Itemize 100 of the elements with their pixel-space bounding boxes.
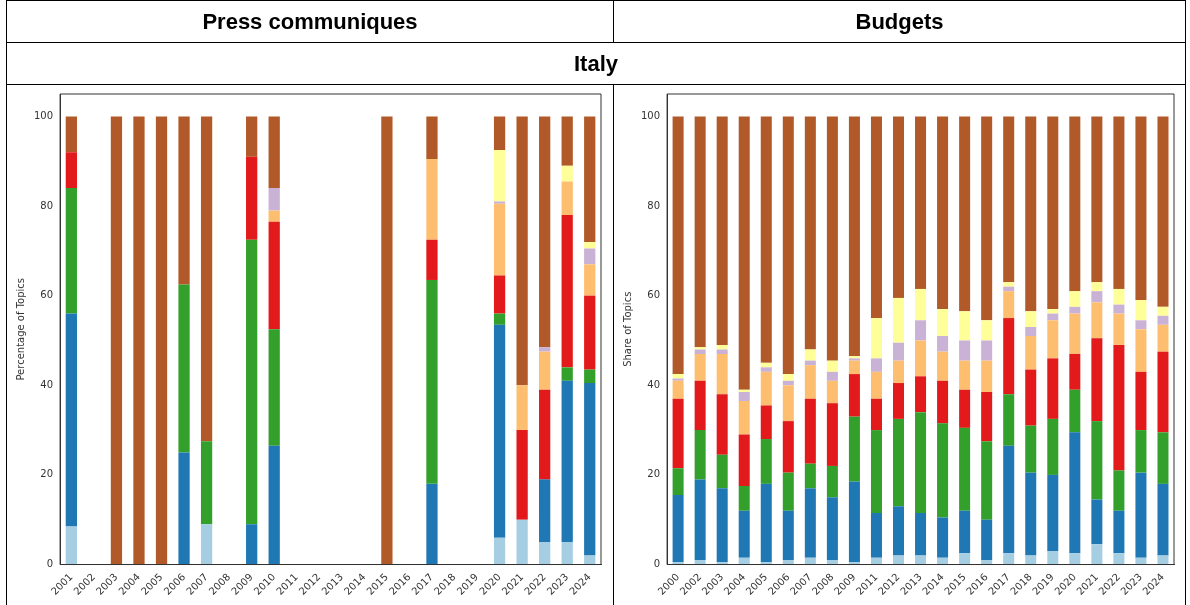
bar xyxy=(782,380,794,386)
bar xyxy=(892,383,905,419)
bar xyxy=(1003,286,1015,292)
bar xyxy=(892,418,905,507)
bar xyxy=(1047,116,1059,310)
bar xyxy=(716,353,728,395)
bar xyxy=(1025,327,1037,336)
bar xyxy=(694,380,706,431)
bar xyxy=(937,517,949,558)
bar xyxy=(110,116,123,565)
bar xyxy=(848,416,860,482)
bar xyxy=(1091,291,1103,303)
bar xyxy=(584,295,596,370)
bar xyxy=(1091,499,1103,545)
bar xyxy=(738,400,750,435)
bar xyxy=(892,506,905,556)
bar xyxy=(268,116,280,189)
bar xyxy=(539,116,551,348)
bar xyxy=(584,264,596,296)
bar xyxy=(760,405,772,440)
bar xyxy=(804,365,816,399)
y-tick-label: 40 xyxy=(647,378,661,390)
bar xyxy=(1091,421,1103,500)
bar xyxy=(694,560,706,565)
bar xyxy=(716,454,728,489)
bar xyxy=(539,351,551,390)
bar xyxy=(782,472,794,511)
bar xyxy=(848,360,860,375)
bar xyxy=(1069,389,1081,433)
bar xyxy=(804,463,816,489)
bar xyxy=(426,279,438,484)
bar xyxy=(804,360,816,366)
y-tick-label: 20 xyxy=(40,468,54,480)
bar xyxy=(981,116,993,321)
bar xyxy=(584,116,596,242)
bar xyxy=(493,150,506,202)
bar xyxy=(716,349,728,354)
bar xyxy=(178,116,190,285)
bar xyxy=(1135,329,1147,372)
bar xyxy=(937,116,949,310)
bar xyxy=(694,116,706,348)
bar xyxy=(782,510,794,561)
bar xyxy=(584,369,596,384)
bar xyxy=(760,371,772,406)
bar xyxy=(1003,282,1015,287)
bar xyxy=(1157,306,1169,316)
bar xyxy=(516,116,528,386)
y-tick-label: 0 xyxy=(653,558,661,570)
bar xyxy=(246,239,258,525)
bar xyxy=(1113,553,1125,565)
bar xyxy=(870,358,882,372)
bar xyxy=(561,214,573,368)
bar xyxy=(782,421,794,473)
bar xyxy=(1069,432,1081,554)
bar xyxy=(959,311,971,341)
bar xyxy=(738,510,750,558)
bar xyxy=(915,376,927,413)
bar xyxy=(200,524,213,565)
bar xyxy=(937,309,949,336)
y-axis-title: Percentage of Topics xyxy=(14,277,26,381)
y-tick-label: 100 xyxy=(33,110,54,121)
bar xyxy=(1157,324,1169,352)
bar xyxy=(716,394,728,455)
bar xyxy=(1025,116,1037,312)
bar xyxy=(1069,313,1081,354)
bar xyxy=(915,412,927,513)
bar xyxy=(981,392,993,442)
bar xyxy=(1157,116,1169,307)
bar xyxy=(539,479,551,543)
bar xyxy=(716,344,728,350)
bar xyxy=(672,380,684,399)
bar xyxy=(870,398,882,431)
bar xyxy=(516,430,528,520)
bar xyxy=(1135,472,1147,558)
bar xyxy=(981,441,993,520)
bar xyxy=(65,152,77,189)
bar xyxy=(694,349,706,354)
bar xyxy=(1091,338,1103,422)
bar xyxy=(1113,313,1125,345)
bar xyxy=(1003,394,1015,446)
bar xyxy=(493,203,506,276)
bar xyxy=(268,329,280,446)
bar xyxy=(981,340,993,361)
bar xyxy=(1157,315,1169,325)
bar xyxy=(1113,304,1125,314)
bar xyxy=(1091,302,1103,339)
bar xyxy=(937,351,949,381)
bar xyxy=(493,116,506,151)
bar xyxy=(584,383,596,556)
bar xyxy=(1113,116,1125,289)
bar xyxy=(1091,544,1103,565)
bar xyxy=(870,430,882,513)
bar xyxy=(268,210,280,222)
bar xyxy=(516,519,528,565)
y-tick-label: 80 xyxy=(40,199,54,211)
bar xyxy=(1025,369,1037,426)
bar xyxy=(1003,116,1015,283)
bar xyxy=(1113,470,1125,511)
bar xyxy=(426,158,438,240)
bar xyxy=(959,360,971,390)
